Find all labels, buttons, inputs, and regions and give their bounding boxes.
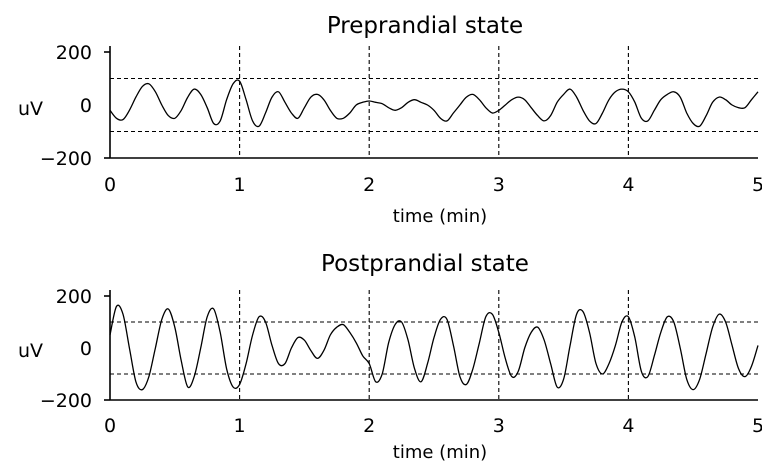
- signal-trace-line: [109, 79, 759, 128]
- y-tick-label: 200: [56, 42, 92, 64]
- x-tick-label: 1: [234, 415, 246, 437]
- y-tick-label: 0: [80, 95, 92, 117]
- y-tick-label: 200: [56, 286, 92, 308]
- y-tick-labels: 200 0 −200: [40, 286, 92, 412]
- x-tick-label: 3: [493, 415, 505, 437]
- y-tick-label: −200: [40, 148, 92, 170]
- x-tick-label: 2: [363, 174, 375, 196]
- signal-trace-line: [109, 304, 759, 391]
- y-axis-label: uV: [18, 340, 43, 362]
- x-tick-label: 4: [622, 415, 634, 437]
- x-axis-label: time (min): [393, 442, 487, 462]
- reference-lines: [110, 290, 758, 400]
- x-tick-label: 5: [752, 174, 762, 196]
- y-axis-label: uV: [18, 98, 43, 120]
- y-tick-label: −200: [40, 390, 92, 412]
- x-tick-labels: 0 1 2 3 4 5: [104, 174, 762, 196]
- y-tick-label: 0: [80, 338, 92, 360]
- x-tick-label: 5: [752, 415, 762, 437]
- y-tick-labels: 200 0 −200: [40, 42, 92, 170]
- x-tick-label: 1: [234, 174, 246, 196]
- axes: [104, 290, 758, 401]
- chart-panel-preprandial: Preprandial state uV time (min) 0 1 2 3 4 5 2…: [18, 13, 762, 227]
- x-tick-labels: 0 1 2 3 4 5: [104, 415, 762, 437]
- axes: [104, 46, 758, 159]
- series-group: [109, 304, 759, 391]
- x-tick-label: 0: [104, 174, 116, 196]
- chart-title: Postprandial state: [321, 251, 529, 277]
- x-tick-label: 0: [104, 415, 116, 437]
- reference-lines: [110, 46, 758, 158]
- x-tick-label: 3: [493, 174, 505, 196]
- chart-title: Preprandial state: [327, 13, 523, 39]
- series-group: [109, 79, 759, 128]
- x-tick-label: 4: [622, 174, 634, 196]
- x-axis-label: time (min): [393, 206, 487, 227]
- x-tick-label: 2: [363, 415, 375, 437]
